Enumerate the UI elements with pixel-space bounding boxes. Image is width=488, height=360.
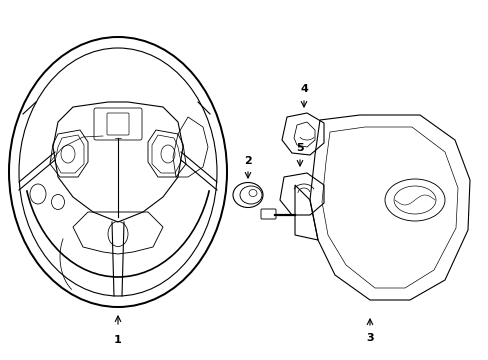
- Text: 4: 4: [300, 84, 307, 94]
- Text: 5: 5: [296, 143, 303, 153]
- Text: 3: 3: [366, 333, 373, 343]
- Text: 2: 2: [244, 156, 251, 166]
- Text: 1: 1: [114, 335, 122, 345]
